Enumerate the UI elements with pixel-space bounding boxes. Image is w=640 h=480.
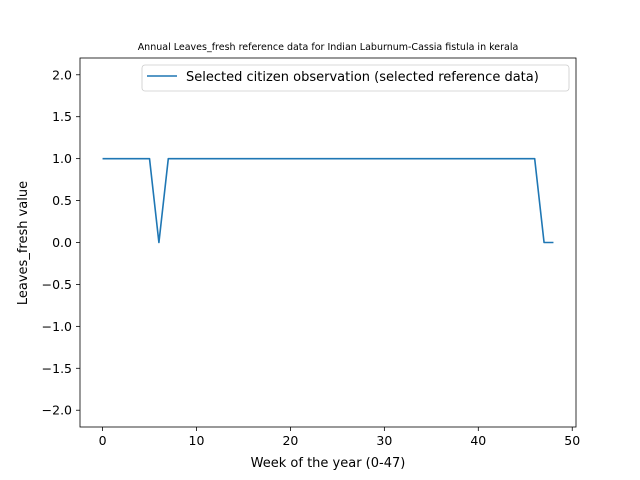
y-tick-label: 1.5	[52, 109, 72, 124]
y-tick-label: 2.0	[52, 67, 72, 82]
y-axis-ticks: −2.0 −1.5 −1.0 −0.5 0.0 0.5 1.0 1.5 2.0	[42, 67, 80, 418]
y-tick-label: 0.5	[52, 193, 72, 208]
y-tick-label: 0.0	[52, 235, 72, 250]
x-tick-label: 10	[189, 433, 205, 448]
series-line	[102, 157, 554, 244]
x-axis-ticks: 0 10 20 30 40 50	[99, 427, 580, 448]
y-tick-label: −1.0	[42, 319, 72, 334]
series-layer	[102, 157, 554, 244]
y-tick-label: −2.0	[42, 403, 72, 418]
plot-area: 0 10 20 30 40 50 −2.0 −1.5 −1.0 −0.5 0.0 0.5 1.0 1.5…	[42, 57, 580, 448]
legend: Selected citizen observation (selected r…	[141, 64, 570, 92]
x-tick-label: 0	[99, 433, 107, 448]
x-tick-label: 50	[564, 433, 580, 448]
y-tick-label: −0.5	[42, 277, 72, 292]
legend-entry-label: Selected citizen observation (selected r…	[186, 70, 539, 85]
x-axis-label: Week of the year (0-47)	[251, 456, 406, 471]
y-axis-label: Leaves_fresh value	[16, 181, 31, 305]
y-tick-label: 1.0	[52, 151, 72, 166]
chart-title: Annual Leaves_fresh reference data for I…	[138, 42, 519, 53]
x-tick-label: 40	[470, 433, 486, 448]
x-tick-label: 20	[282, 433, 298, 448]
y-tick-label: −1.5	[42, 361, 72, 376]
x-tick-label: 30	[376, 433, 392, 448]
legend-frame	[141, 64, 570, 92]
